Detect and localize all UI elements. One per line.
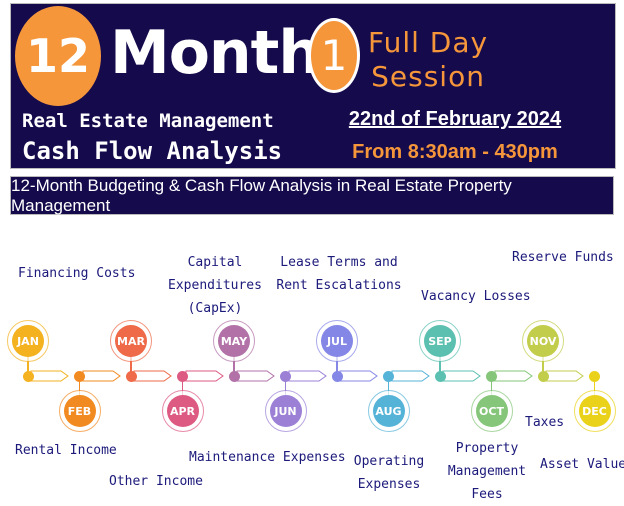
- month-dot: [22, 370, 34, 382]
- timeline-arrow: [236, 370, 275, 382]
- session-label: Full Day Session: [368, 26, 488, 94]
- month-badge-dec: DEC: [578, 395, 611, 427]
- timeline-arrow: [545, 370, 584, 382]
- month-badge-feb: FEB: [63, 395, 96, 427]
- topic-capex: Capital Expenditures (CapEx): [160, 251, 270, 320]
- session-line-1: Full Day: [368, 26, 489, 59]
- month-dot: [434, 370, 446, 382]
- twelve-badge: 12: [15, 6, 101, 106]
- topic-operating-line: Expenses: [357, 477, 421, 492]
- topic-lease-line: Lease Terms and: [280, 255, 398, 270]
- month-dot: [331, 370, 343, 382]
- topic-pm-line: Management: [447, 464, 527, 479]
- month-dot: [383, 370, 394, 382]
- topic-capex-line: (CapEx): [187, 301, 243, 316]
- month-badge-sep: SEP: [424, 325, 456, 357]
- month-badge-mar: MAR: [115, 325, 147, 357]
- topic-vacancy-losses: Vacancy Losses: [421, 289, 531, 304]
- topic-capex-line: Expenditures: [168, 278, 262, 293]
- month-badge-apr: APR: [166, 395, 199, 427]
- topic-lease-line: Rent Escalations: [276, 278, 402, 293]
- topic-maintenance-expenses: Maintenance Expenses: [189, 450, 346, 465]
- month-badge-may: MAY: [218, 325, 250, 357]
- month-badge-aug: AUG: [372, 395, 405, 427]
- timeline-arrow: [494, 370, 533, 382]
- subtitle-line-2: Cash Flow Analysis: [22, 137, 283, 165]
- session-line-2: Session: [371, 60, 485, 93]
- month-badge-nov: NOV: [527, 325, 559, 357]
- month-dot: [537, 370, 549, 382]
- subtitle-line-1: Real Estate Management: [22, 110, 274, 132]
- topic-property-management-fees: Property Management Fees: [446, 437, 528, 506]
- month-badge-oct: OCT: [475, 395, 508, 427]
- month-badge-jun: JUN: [269, 395, 302, 427]
- event-date: 22nd of February 2024: [348, 108, 562, 130]
- timeline-arrow: [30, 370, 69, 382]
- event-time: From 8:30am - 430pm: [352, 141, 558, 163]
- timeline-arrow: [185, 370, 224, 382]
- month-dot: [125, 370, 137, 382]
- topic-other-income: Other Income: [109, 474, 203, 489]
- topic-capex-line: Capital: [187, 255, 243, 270]
- month-dot: [228, 370, 240, 382]
- month-badge-jul: JUL: [321, 325, 353, 357]
- topic-lease-terms: Lease Terms and Rent Escalations: [275, 251, 403, 297]
- banner: 12-Month Budgeting & Cash Flow Analysis …: [10, 176, 614, 215]
- month-dot: [177, 370, 188, 382]
- topic-pm-line: Property: [455, 441, 519, 456]
- timeline-arrow: [82, 370, 121, 382]
- month-dot: [74, 370, 85, 382]
- topic-operating-line: Operating: [353, 454, 425, 469]
- timeline-arrow: [133, 370, 172, 382]
- month-dot: [280, 370, 291, 382]
- month-title: Month: [110, 18, 321, 88]
- topic-operating-expenses: Operating Expenses: [350, 450, 428, 496]
- month-badge-jan: JAN: [12, 325, 44, 357]
- timeline-arrow: [288, 370, 327, 382]
- timeline-arrow: [442, 370, 481, 382]
- topic-asset-value: Asset Value: [540, 457, 624, 472]
- month-dot: [486, 370, 497, 382]
- month-dot: [589, 370, 600, 382]
- topic-pm-line: Fees: [471, 487, 503, 502]
- topic-financing-costs: Financing Costs: [18, 266, 136, 281]
- topic-rental-income: Rental Income: [15, 443, 117, 458]
- topic-taxes: Taxes: [525, 415, 565, 430]
- topic-reserve-funds: Reserve Funds: [512, 250, 614, 265]
- timeline-arrow: [391, 370, 430, 382]
- session-number-badge: 1: [308, 18, 360, 93]
- timeline-arrow: [339, 370, 378, 382]
